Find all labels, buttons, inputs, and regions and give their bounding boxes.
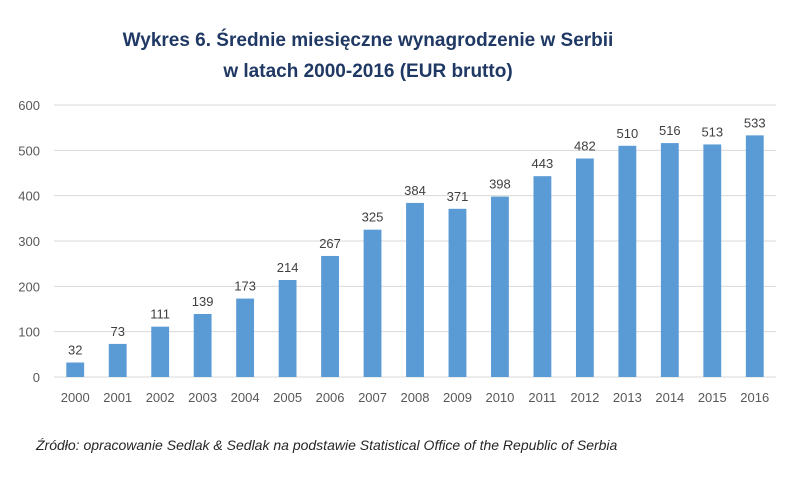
x-tick-label: 2011: [528, 390, 556, 405]
bar: [321, 255, 339, 377]
bar: [745, 135, 764, 377]
x-tick-label: 2014: [655, 390, 684, 405]
data-label: 510: [617, 126, 639, 141]
bar: [363, 229, 382, 377]
data-label: 139: [192, 294, 214, 309]
x-tick-label: 2004: [231, 390, 260, 405]
x-tick-label: 2008: [401, 390, 430, 405]
y-tick-label: 0: [33, 370, 40, 385]
data-label: 111: [150, 307, 170, 322]
data-label: 384: [404, 183, 426, 198]
x-tick-label: 2005: [273, 390, 302, 405]
x-tick-label: 2002: [146, 390, 175, 405]
x-tick-label: 2009: [443, 390, 472, 405]
x-tick-label: 2006: [316, 390, 345, 405]
bar: [448, 208, 467, 377]
x-tick-label: 2015: [698, 390, 727, 405]
x-tick-label: 2013: [613, 390, 642, 405]
chart-title-line-2: w latach 2000-2016 (EUR brutto): [223, 61, 513, 82]
data-label: 73: [110, 324, 124, 339]
source-note: Źródło: opracowanie Sedlak & Sedlak na p…: [36, 437, 618, 453]
data-label: 516: [659, 123, 681, 138]
x-tick-label: 2003: [188, 390, 217, 405]
y-tick-label: 400: [18, 189, 40, 204]
bar: [193, 313, 212, 377]
x-tick-label: 2000: [61, 390, 90, 405]
data-label: 325: [362, 210, 384, 225]
bar: [703, 144, 722, 377]
y-tick-label: 600: [18, 98, 40, 113]
data-label: 267: [319, 236, 341, 251]
data-label: 371: [447, 189, 469, 204]
bar: [406, 202, 424, 377]
chart-title-line-1: Wykres 6. Średnie miesięczne wynagrodzen…: [122, 30, 614, 51]
data-label: 398: [489, 177, 511, 192]
data-label: 32: [68, 342, 82, 357]
bar: [236, 298, 255, 377]
bar: [66, 362, 85, 377]
data-label: 533: [744, 115, 766, 130]
data-label: 443: [532, 156, 554, 171]
data-label: 482: [574, 138, 596, 153]
y-tick-label: 100: [18, 325, 40, 340]
bar: [575, 158, 594, 377]
bar: [491, 196, 509, 377]
bar: [533, 176, 552, 377]
bar: [660, 143, 679, 377]
bar: [618, 145, 637, 377]
y-tick-label: 200: [18, 279, 40, 294]
data-label: 173: [234, 279, 256, 294]
y-tick-label: 300: [18, 234, 40, 249]
x-tick-label: 2010: [485, 390, 514, 405]
bar: [278, 279, 297, 377]
data-label: 214: [277, 260, 299, 275]
data-label: 513: [701, 124, 723, 139]
x-tick-label: 2012: [570, 390, 599, 405]
bar: [108, 343, 127, 377]
bar: [151, 326, 170, 377]
x-tick-label: 2007: [358, 390, 387, 405]
y-tick-label: 500: [18, 143, 40, 158]
x-tick-label: 2001: [103, 390, 132, 405]
x-tick-label: 2016: [740, 390, 769, 405]
